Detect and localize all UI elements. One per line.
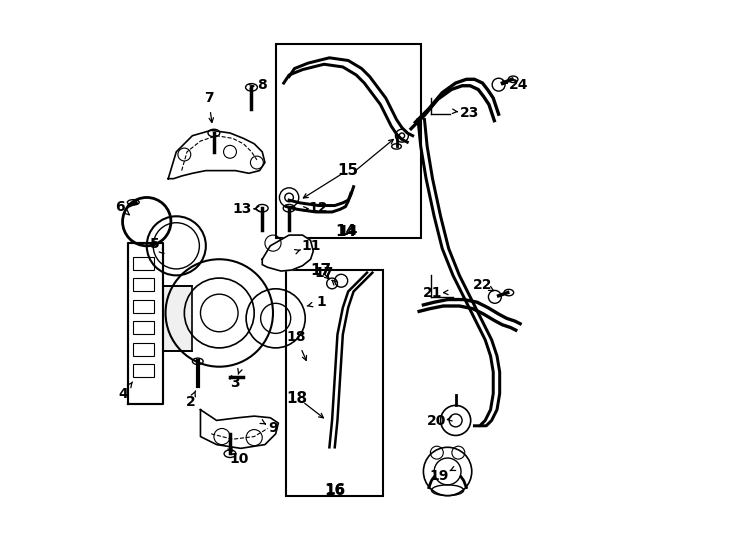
Text: 6: 6 <box>115 200 125 214</box>
Bar <box>276 44 421 238</box>
Text: 14: 14 <box>338 224 358 238</box>
Text: 22: 22 <box>473 278 493 292</box>
Text: 21: 21 <box>423 286 443 300</box>
Text: 20: 20 <box>427 415 446 429</box>
Bar <box>134 321 153 334</box>
Text: 18: 18 <box>286 392 308 407</box>
Text: 16: 16 <box>324 483 346 498</box>
Text: 11: 11 <box>302 239 321 253</box>
Text: 3: 3 <box>230 376 240 390</box>
Bar <box>134 364 153 377</box>
Text: 18: 18 <box>286 330 306 344</box>
Text: 16: 16 <box>325 483 344 497</box>
Text: 14: 14 <box>335 224 356 239</box>
Text: 17: 17 <box>314 266 334 280</box>
Text: 17: 17 <box>310 262 332 278</box>
Text: 15: 15 <box>338 163 359 178</box>
Bar <box>134 256 153 270</box>
Text: 4: 4 <box>119 387 128 401</box>
Bar <box>134 300 153 313</box>
Polygon shape <box>200 410 278 448</box>
Text: 23: 23 <box>459 106 479 119</box>
Bar <box>134 342 153 356</box>
Polygon shape <box>168 130 265 179</box>
Text: 1: 1 <box>316 295 326 309</box>
Text: 5: 5 <box>150 237 160 251</box>
Bar <box>134 278 153 292</box>
Text: 7: 7 <box>204 91 214 105</box>
Text: 8: 8 <box>258 78 267 92</box>
Text: 10: 10 <box>230 452 249 466</box>
Bar <box>286 270 383 496</box>
Text: 19: 19 <box>430 469 449 483</box>
Polygon shape <box>262 235 313 271</box>
Text: 2: 2 <box>186 395 196 409</box>
Text: 24: 24 <box>509 78 528 92</box>
Bar <box>163 286 192 350</box>
Text: 12: 12 <box>309 201 328 215</box>
Text: 9: 9 <box>268 422 277 435</box>
Text: 13: 13 <box>233 202 252 217</box>
